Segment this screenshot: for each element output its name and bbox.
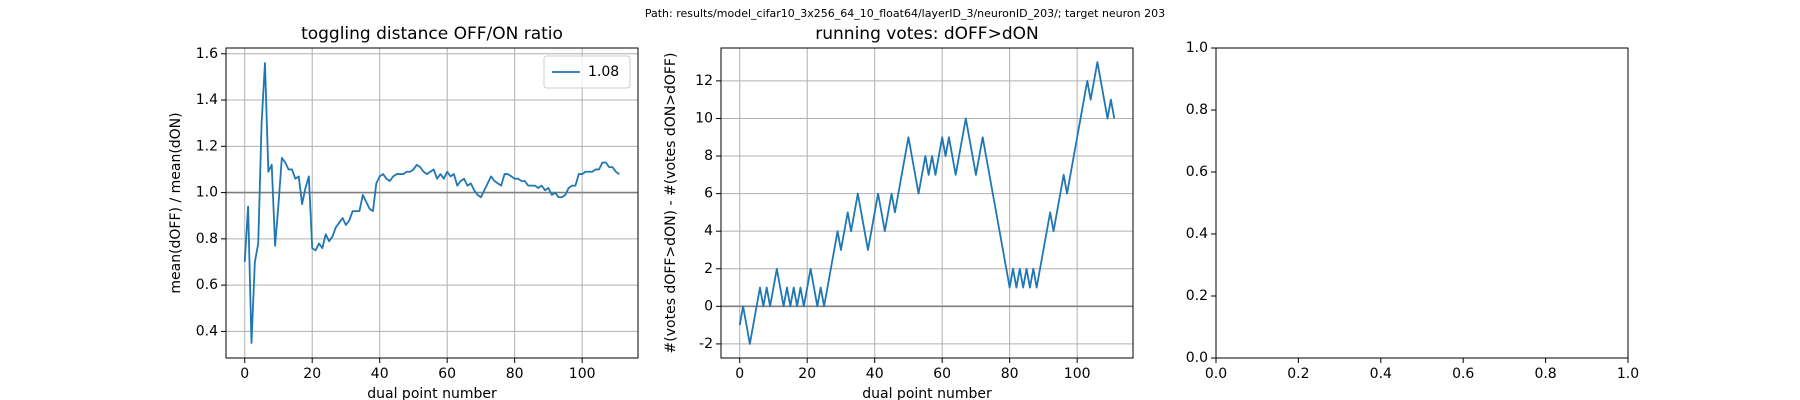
y-tick-label: -2	[699, 336, 713, 352]
y-tick-label: 8	[704, 148, 713, 164]
y-tick-label: 6	[704, 186, 713, 202]
x-tick-label: 0	[240, 366, 249, 382]
x-tick-label: 40	[371, 366, 389, 382]
y-tick-label: 0.8	[196, 231, 218, 247]
x-tick-label: 40	[866, 366, 884, 382]
axes-frame	[720, 47, 1134, 359]
y-tick-label: 12	[695, 73, 713, 89]
y-tick-label: 1.2	[196, 138, 218, 154]
legend-box	[543, 55, 631, 89]
y-tick-label: 0.2	[1186, 288, 1208, 304]
legend-label: 1.08	[588, 64, 619, 80]
y-tick-label: 0.4	[196, 323, 218, 339]
chart-title: running votes: dOFF>dON	[815, 24, 1038, 44]
y-tick-label: 0.6	[1186, 164, 1208, 180]
axes-frame	[1215, 47, 1629, 359]
y-tick-label: 0.4	[1186, 226, 1208, 242]
x-tick-label: 80	[506, 366, 524, 382]
x-tick-label: 0.0	[1205, 366, 1227, 382]
data-line	[738, 61, 1116, 345]
y-tick-label: 0.6	[196, 277, 218, 293]
x-tick-label: 60	[438, 366, 456, 382]
x-tick-label: 60	[933, 366, 951, 382]
x-tick-label: 0.6	[1452, 366, 1474, 382]
y-tick-label: 2	[704, 261, 713, 277]
y-tick-label: 1.0	[196, 185, 218, 201]
y-tick-label: 0	[704, 298, 713, 314]
figure-title: Path: results/model_cifar10_3x256_64_10_…	[645, 7, 1165, 20]
y-tick-label: 1.0	[1186, 40, 1208, 56]
y-tick-label: 1.4	[196, 92, 218, 108]
y-tick-label: 0.8	[1186, 102, 1208, 118]
x-tick-label: 0	[735, 366, 744, 382]
x-tick-label: 1.0	[1617, 366, 1639, 382]
data-line	[243, 62, 620, 344]
y-axis-label: mean(dOFF) / mean(dON)	[168, 112, 184, 293]
axes-frame	[225, 47, 639, 359]
x-tick-label: 100	[569, 366, 596, 382]
y-tick-label: 1.6	[196, 46, 218, 62]
y-tick-label: 10	[695, 110, 713, 126]
x-tick-label: 0.2	[1287, 366, 1309, 382]
x-tick-label: 20	[798, 366, 816, 382]
x-tick-label: 80	[1001, 366, 1019, 382]
x-tick-label: 20	[303, 366, 321, 382]
x-tick-label: 0.8	[1534, 366, 1556, 382]
y-tick-label: 0.0	[1186, 350, 1208, 366]
x-tick-label: 0.4	[1370, 366, 1392, 382]
y-axis-label: #(votes dOFF>dON) - #(votes dON>dOFF)	[663, 53, 679, 354]
x-tick-label: 100	[1064, 366, 1091, 382]
x-axis-label: dual point number	[367, 386, 497, 400]
x-axis-label: dual point number	[862, 386, 992, 400]
y-tick-label: 4	[704, 223, 713, 239]
chart-title: toggling distance OFF/ON ratio	[301, 24, 563, 44]
